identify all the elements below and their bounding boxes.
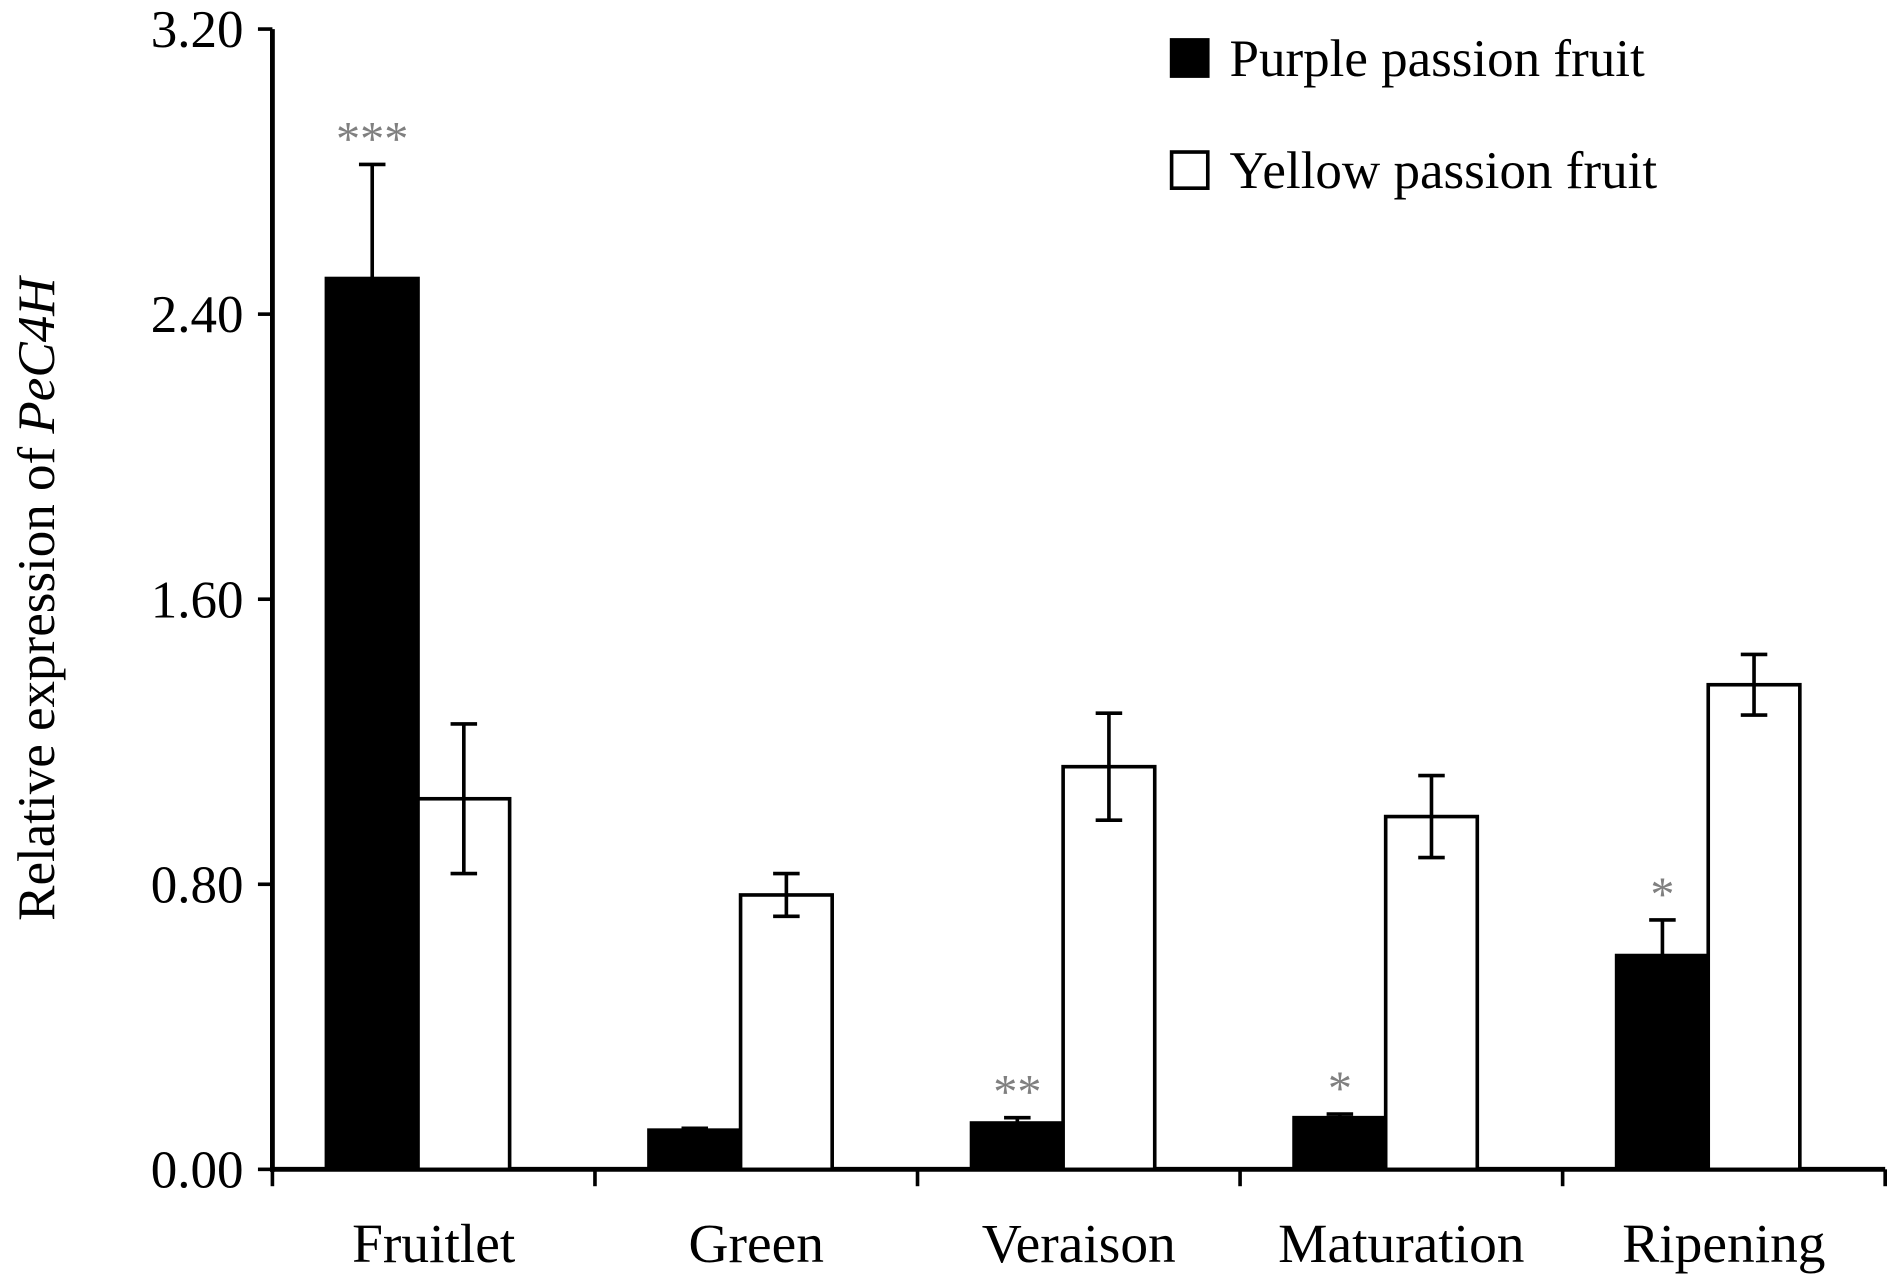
x-tick-label: Fruitlet	[352, 1213, 516, 1274]
y-axis-label: Relative expression of PeC4H	[8, 275, 66, 921]
bar-yellow	[1061, 764, 1157, 1172]
bar-purple	[969, 1121, 1065, 1172]
y-tick-label: 1.60	[151, 571, 244, 629]
bar-purple	[324, 276, 420, 1172]
x-tick-label: Maturation	[1278, 1213, 1524, 1274]
x-tick-label: Green	[689, 1213, 824, 1274]
x-tick-label: Ripening	[1622, 1213, 1825, 1274]
axes: 0.00 0.80 1.60 2.40 3.20 Fruitlet Green Veraiso…	[151, 1, 1887, 1274]
bar-yellow	[1383, 814, 1480, 1172]
y-tick-label: 3.20	[151, 1, 244, 59]
y-tick-label: 2.40	[151, 286, 244, 344]
bars: ***** **	[324, 113, 1802, 1172]
legend-label-purple: Purple passion fruit	[1229, 30, 1645, 88]
legend: Purple passion fruit Yellow passion frui…	[1169, 30, 1657, 200]
y-tick-label: 0.80	[151, 856, 244, 914]
legend-label-yellow: Yellow passion fruit	[1229, 142, 1657, 200]
bar-purple	[1614, 953, 1711, 1172]
legend-swatch-yellow	[1169, 150, 1210, 190]
legend-swatch-purple	[1169, 38, 1210, 78]
bar-yellow	[738, 893, 834, 1172]
significance-marker: ***	[336, 113, 408, 166]
significance-marker: *	[1650, 868, 1674, 921]
bar-yellow	[1706, 682, 1802, 1172]
significance-marker: *	[1328, 1062, 1352, 1115]
bar-purple	[647, 1128, 743, 1172]
significance-marker: **	[993, 1066, 1041, 1119]
x-tick-label: Veraison	[982, 1213, 1176, 1274]
y-tick-label: 0.00	[151, 1141, 244, 1199]
bar-purple	[1292, 1115, 1388, 1172]
